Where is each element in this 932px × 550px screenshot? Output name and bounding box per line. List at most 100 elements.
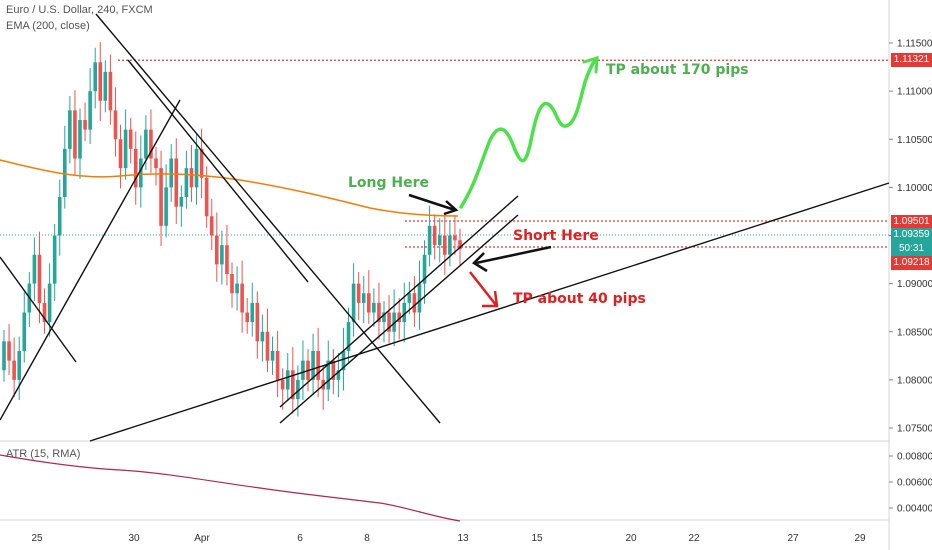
candle-body [427,225,432,255]
candle-body [407,293,412,303]
ema-line [0,159,459,217]
candle-body [133,148,138,188]
candle-body [260,331,265,342]
short-arrow-head [471,252,488,273]
candle-body [331,360,336,380]
atr-legend: ATR (15, RMA) [6,448,81,460]
candle-body [118,139,123,169]
short-here-label: Short Here [513,228,599,244]
candle-body [230,274,234,294]
candle-body [417,283,422,313]
candle-body [215,235,219,265]
candle-body [220,245,224,265]
candle-body [149,129,153,159]
price-tick-label: 1.09000 [897,279,932,290]
time-tick-label: 13 [457,533,469,544]
time-tick-label: 8 [364,533,370,544]
candle-body [296,379,300,400]
price-tag-countdown: 50:31 [891,242,932,256]
candle-body [265,331,270,361]
price-tag-tp: 1.11321 [891,53,932,67]
candle-body [255,302,260,342]
atr-tick-label: 0.00800 [897,452,932,463]
ema-legend: EMA (200, close) [6,20,90,32]
atr-tick-label: 0.00400 [897,504,932,515]
price-tick-label: 1.11500 [897,39,932,50]
time-tick-label: Apr [194,533,210,544]
candle-body [341,351,346,371]
candle-body [245,312,249,323]
candle-body [225,245,229,274]
trendline-secondary-down [127,59,309,283]
candle-body [47,283,52,323]
candle-body [458,240,462,249]
candle-body [361,293,366,303]
price-tick-label: 1.07500 [897,424,932,435]
candle-body [437,235,442,246]
candle-body [83,120,87,130]
candle-body [68,110,72,149]
candle-body [367,293,371,313]
candle-body [291,370,295,400]
candle-body [356,283,361,303]
candle-body [209,216,214,236]
candle-body [392,312,396,332]
candle-body [78,120,82,159]
long-arrow-shaft [408,193,456,212]
candle-body [199,148,204,178]
candle-body [351,283,356,323]
symbol-title: Euro / U.S. Dollar, 240, FXCM [6,4,153,16]
candle-body [422,254,427,284]
candle-body [240,283,244,313]
candle-body [7,341,11,361]
candle-body [311,351,315,380]
candle-body [73,110,77,159]
channel-line-upper [279,195,519,408]
candle-body [443,235,447,255]
candle-body [270,351,275,361]
candle-body [2,341,6,371]
candle-body [301,360,305,380]
candle-body [179,197,184,207]
red-arrow-shaft [469,271,497,306]
time-tick-label: 25 [31,533,43,544]
candle-body [17,351,21,380]
candle-body [382,312,386,323]
candle-body [37,254,42,303]
candle-body [412,293,417,313]
green-forecast-path [459,58,598,209]
candle-body [194,148,199,188]
candle-body [169,158,173,188]
candle-body [98,62,103,101]
candle-body [453,235,457,241]
time-tick-label: 30 [128,533,140,544]
candle-body [346,322,351,351]
candle-body [139,158,143,188]
candle-body [108,71,113,111]
candle-body [113,110,118,140]
candle-body [235,283,239,294]
candle-body [42,302,47,323]
candle-body [164,187,168,226]
trendline-left-up [0,99,181,421]
candle-body [57,197,62,236]
candle-body [93,62,97,92]
price-tag-upper: 1.09501 [891,215,932,229]
candle-body [204,177,209,217]
price-tick-label: 1.08500 [897,327,932,338]
time-tick-label: 27 [787,533,799,544]
time-tick-label: 22 [688,533,700,544]
atr-line [0,454,461,522]
candle-body [275,351,280,380]
candle-body [52,235,57,284]
time-tick-label: 20 [625,533,637,544]
candle-body [144,129,148,159]
price-tick-label: 1.10000 [897,183,932,194]
candle-body [280,379,285,390]
candle-body [285,370,290,390]
time-tick-label: 6 [297,533,303,544]
trendline-long-support [89,182,890,442]
price-tick-label: 1.08000 [897,375,932,386]
